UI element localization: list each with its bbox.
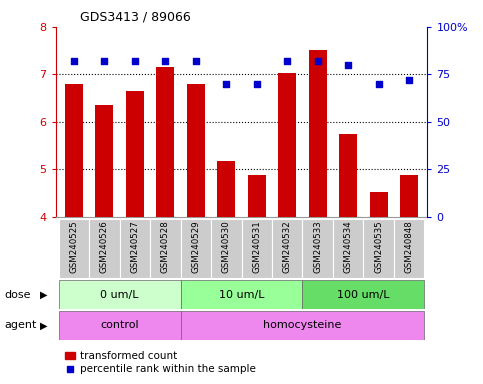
Bar (126, 91, 144, 217)
Text: GSM240529: GSM240529 (191, 221, 200, 273)
Text: 0 um/L: 0 um/L (100, 290, 139, 300)
Text: 100 um/L: 100 um/L (337, 290, 390, 300)
Text: 10 um/L: 10 um/L (219, 290, 264, 300)
Text: GSM240533: GSM240533 (313, 221, 322, 273)
Bar (65, 84, 83, 217)
Text: GSM240525: GSM240525 (70, 221, 78, 273)
Text: GSM240535: GSM240535 (374, 221, 383, 273)
Text: agent: agent (5, 320, 37, 331)
Bar (211, 219, 242, 278)
Bar (309, 50, 327, 217)
Text: GSM240532: GSM240532 (283, 221, 292, 273)
Text: GSM240531: GSM240531 (252, 221, 261, 273)
Bar (339, 134, 357, 217)
Point (70, 58, 78, 64)
Bar (400, 175, 418, 217)
Bar (58, 219, 89, 278)
Text: GSM240526: GSM240526 (100, 221, 109, 273)
Bar (302, 219, 333, 278)
Bar (150, 219, 181, 278)
Bar (394, 219, 425, 278)
Text: ▶: ▶ (40, 320, 47, 331)
Point (131, 58, 139, 64)
Text: GSM240528: GSM240528 (161, 221, 170, 273)
Text: ▶: ▶ (40, 290, 47, 300)
Bar (58, 311, 181, 340)
Bar (58, 280, 181, 309)
Legend: transformed count, percentile rank within the sample: transformed count, percentile rank withi… (61, 347, 259, 378)
Bar (302, 280, 425, 309)
Point (253, 81, 261, 87)
Point (284, 58, 291, 64)
Bar (120, 219, 150, 278)
Bar (217, 161, 235, 217)
Bar (89, 219, 120, 278)
Text: homocysteine: homocysteine (263, 320, 341, 331)
Text: dose: dose (5, 290, 31, 300)
Text: GSM240534: GSM240534 (344, 221, 353, 273)
Bar (156, 67, 174, 217)
Point (344, 62, 352, 68)
Bar (369, 192, 388, 217)
Point (375, 81, 383, 87)
Bar (248, 175, 266, 217)
Bar (95, 105, 114, 217)
Bar (242, 219, 272, 278)
Bar (181, 311, 425, 340)
Bar (181, 219, 211, 278)
Point (192, 58, 199, 64)
Bar (363, 219, 394, 278)
Point (222, 81, 230, 87)
Bar (272, 219, 302, 278)
Point (100, 58, 108, 64)
Point (405, 77, 413, 83)
Bar (181, 280, 302, 309)
Bar (333, 219, 363, 278)
Text: GSM240530: GSM240530 (222, 221, 231, 273)
Bar (278, 73, 297, 217)
Text: GSM240848: GSM240848 (405, 221, 413, 273)
Point (161, 58, 169, 64)
Text: control: control (100, 320, 139, 331)
Point (314, 58, 322, 64)
Text: GSM240527: GSM240527 (130, 221, 139, 273)
Text: GDS3413 / 89066: GDS3413 / 89066 (80, 10, 190, 23)
Bar (186, 84, 205, 217)
